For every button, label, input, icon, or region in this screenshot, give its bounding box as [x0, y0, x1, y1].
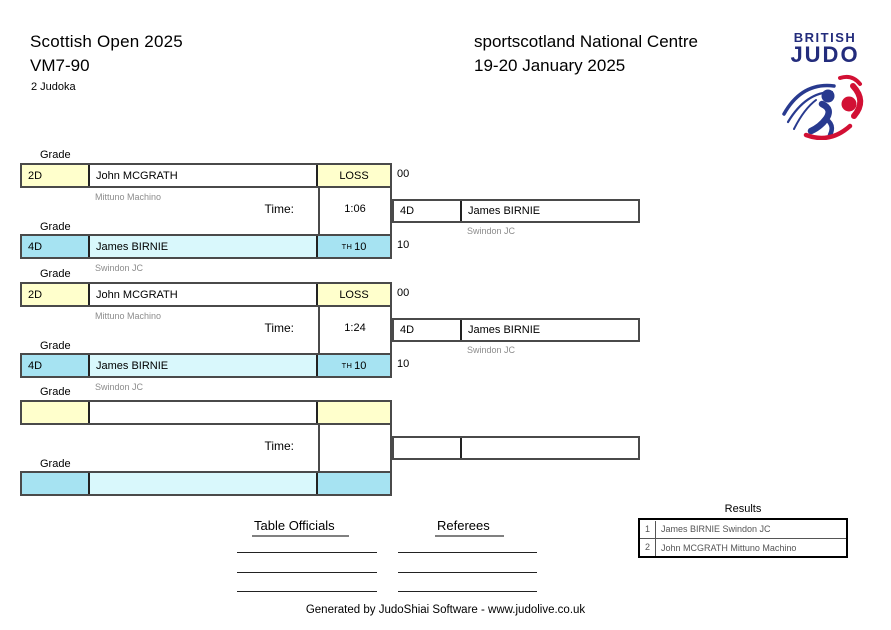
winner-grade-cell: 4D: [394, 320, 462, 340]
time-value: 1:24: [344, 322, 366, 334]
result-competitor: John MCGRATH Mittuno Machino: [661, 542, 797, 553]
logo-text-british: BRITISH: [793, 30, 857, 45]
points-value: 10: [397, 358, 410, 370]
results-row: 1 James BIRNIE Swindon JC: [640, 520, 846, 538]
grade-cell: [22, 402, 90, 423]
event-title: Scottish Open 2025: [30, 32, 183, 51]
grade-cell: [22, 473, 90, 494]
competitor-name-cell: John MCGRATH: [90, 165, 318, 186]
winner-grade-cell: [394, 438, 462, 458]
time-cell: [318, 307, 392, 353]
match-bracket-2: Grade 2D John MCGRATH LOSS 00 Mittuno Ma…: [0, 268, 891, 412]
british-judo-logo: BRITISH JUDO: [780, 30, 870, 145]
result-position: 1: [640, 520, 656, 538]
grade-cell: 2D: [22, 284, 90, 305]
results-table: 1 James BIRNIE Swindon JC 2 John MCGRATH…: [638, 518, 848, 558]
logo-text-judo: JUDO: [790, 42, 860, 67]
competitor-name-cell: John MCGRATH: [90, 284, 318, 305]
signature-line: [237, 552, 377, 553]
points-value: 00: [397, 287, 410, 299]
score-cell: LOSS: [318, 165, 390, 186]
score-technique: TH: [341, 361, 353, 370]
competitor-name-cell: [90, 473, 318, 494]
grade-label: Grade: [40, 268, 71, 280]
score-number: 10: [354, 240, 367, 253]
british-judo-figure-icon: [782, 74, 864, 141]
competitor-name-cell: James BIRNIE: [90, 236, 318, 257]
score-number: 10: [354, 359, 367, 372]
grade-label: Grade: [40, 149, 71, 161]
grade-cell: 2D: [22, 165, 90, 186]
winner-grade-cell: 4D: [394, 201, 462, 221]
judoka-count: 2 Judoka: [31, 81, 76, 93]
score-cell: [318, 402, 390, 423]
signature-line: [398, 591, 537, 592]
signature-line: [398, 552, 537, 553]
score-cell: TH 10: [318, 236, 390, 257]
competitor-row-white: 2D John MCGRATH LOSS: [20, 163, 392, 188]
signature-line: [398, 572, 537, 573]
match-bracket-3: Grade Time: Grade: [0, 386, 891, 530]
competitor-name-cell: [90, 402, 318, 423]
winner-box: 4D James BIRNIE: [392, 318, 640, 342]
winner-name-cell: James BIRNIE: [468, 205, 541, 217]
competitor-row-white: 2D John MCGRATH LOSS: [20, 282, 392, 307]
winner-box: [392, 436, 640, 460]
score-cell: TH 10: [318, 355, 390, 376]
club-label: Swindon JC: [95, 263, 144, 273]
time-label: Time:: [264, 321, 294, 335]
time-label: Time:: [264, 439, 294, 453]
match-bracket-1: Grade 2D John MCGRATH LOSS 00 Mittuno Ma…: [0, 149, 891, 293]
time-cell: [318, 188, 392, 234]
points-value: 00: [397, 168, 410, 180]
signature-line: [237, 572, 377, 573]
referees-label: Referees: [435, 518, 504, 537]
table-officials-label: Table Officials: [252, 518, 349, 537]
result-competitor: James BIRNIE Swindon JC: [661, 524, 771, 534]
score-cell: LOSS: [318, 284, 390, 305]
event-dates: 19-20 January 2025: [474, 56, 626, 75]
winner-box: 4D James BIRNIE: [392, 199, 640, 223]
time-value: 1:06: [344, 203, 366, 215]
competitor-row-blue: 4D James BIRNIE TH 10: [20, 353, 392, 378]
competitor-row-blue: 4D James BIRNIE TH 10: [20, 234, 392, 259]
time-cell: [318, 425, 392, 471]
winner-name-cell: [462, 438, 638, 458]
referees-heading: Referees: [435, 518, 504, 537]
club-label: Swindon JC: [95, 382, 144, 392]
time-label: Time:: [264, 202, 294, 216]
grade-label: Grade: [40, 221, 71, 233]
venue-name: sportscotland National Centre: [474, 32, 698, 51]
results-title: Results: [724, 503, 762, 515]
result-position: 2: [640, 539, 656, 556]
winner-club-label: Swindon JC: [467, 345, 516, 355]
results-row: 2 John MCGRATH Mittuno Machino: [640, 538, 846, 556]
signature-line: [237, 591, 377, 592]
generator-credit: Generated by JudoShiai Software - www.ju…: [305, 604, 586, 616]
grade-label: Grade: [40, 458, 71, 470]
grade-cell: 4D: [22, 355, 90, 376]
points-value: 10: [397, 239, 410, 251]
competitor-row-white: [20, 400, 392, 425]
club-label: Mittuno Machino: [95, 311, 162, 321]
grade-label: Grade: [40, 340, 71, 352]
table-officials-heading: Table Officials: [252, 518, 349, 537]
winner-club-label: Swindon JC: [467, 226, 516, 236]
grade-cell: 4D: [22, 236, 90, 257]
grade-label: Grade: [40, 386, 71, 398]
score-technique: TH: [341, 242, 353, 251]
winner-name-cell: James BIRNIE: [468, 324, 541, 336]
competitor-name-cell: James BIRNIE: [90, 355, 318, 376]
club-label: Mittuno Machino: [95, 192, 162, 202]
category-title: VM7-90: [30, 56, 90, 75]
competitor-row-blue: [20, 471, 392, 496]
score-cell: [318, 473, 390, 494]
